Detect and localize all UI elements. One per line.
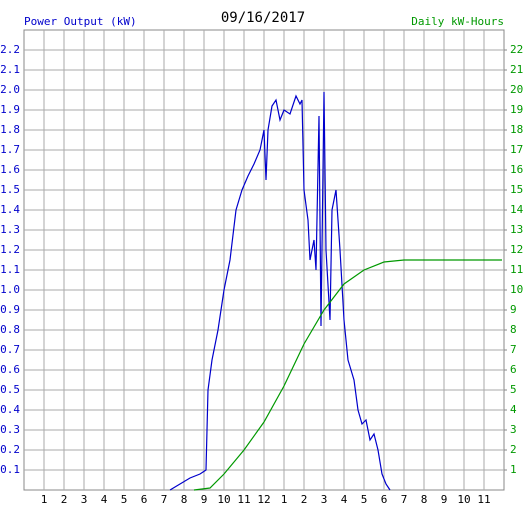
- x-tick-label: 7: [401, 493, 408, 506]
- x-tick-label: 10: [457, 493, 470, 506]
- y2-tick-label: 13: [510, 223, 523, 236]
- y-tick-label: 1.7: [0, 143, 20, 156]
- y-tick-label: 0.3: [0, 423, 20, 436]
- y2-tick-label: 15: [510, 183, 523, 196]
- y2-tick-label: 20: [510, 83, 523, 96]
- series-line: [169, 91, 391, 491]
- x-tick-label: 2: [61, 493, 68, 506]
- x-tick-label: 7: [161, 493, 168, 506]
- x-tick-label: 2: [301, 493, 308, 506]
- x-tick-label: 1: [41, 493, 48, 506]
- y2-axis-label: Daily kW-Hours: [411, 15, 504, 28]
- x-tick-label: 5: [121, 493, 128, 506]
- y-tick-label: 2.1: [0, 63, 20, 76]
- y2-tick-label: 12: [510, 243, 523, 256]
- y2-tick-label: 3: [510, 423, 517, 436]
- y-tick-label: 2.2: [0, 43, 20, 56]
- series-line: [193, 259, 502, 491]
- y-tick-label: 0.7: [0, 343, 20, 356]
- x-tick-label: 4: [341, 493, 348, 506]
- x-tick-label: 4: [101, 493, 108, 506]
- y2-tick-label: 18: [510, 123, 523, 136]
- x-tick-label: 6: [141, 493, 148, 506]
- y-tick-label: 1.1: [0, 263, 20, 276]
- y-tick-label: 0.9: [0, 303, 20, 316]
- chart-title: 09/16/2017: [221, 10, 305, 26]
- y2-tick-label: 1: [510, 463, 517, 476]
- x-tick-label: 11: [477, 493, 490, 506]
- x-tick-label: 8: [421, 493, 428, 506]
- y-tick-label: 1.6: [0, 163, 20, 176]
- y-tick-label: 0.8: [0, 323, 20, 336]
- x-tick-label: 12: [257, 493, 270, 506]
- y-tick-label: 1.0: [0, 283, 20, 296]
- y-tick-label: 1.9: [0, 103, 20, 116]
- y2-tick-label: 6: [510, 363, 517, 376]
- y-tick-label: 1.5: [0, 183, 20, 196]
- y2-tick-label: 9: [510, 303, 517, 316]
- y-tick-label: 1.3: [0, 223, 20, 236]
- y2-tick-label: 21: [510, 63, 523, 76]
- y-tick-label: 1.2: [0, 243, 20, 256]
- x-tick-label: 1: [281, 493, 288, 506]
- y-tick-label: 2.0: [0, 83, 20, 96]
- y-tick-label: 0.5: [0, 383, 20, 396]
- y2-tick-label: 7: [510, 343, 517, 356]
- x-tick-label: 8: [181, 493, 188, 506]
- y2-tick-label: 19: [510, 103, 523, 116]
- y2-tick-label: 16: [510, 163, 523, 176]
- y-tick-label: 1.8: [0, 123, 20, 136]
- y2-tick-label: 2: [510, 443, 517, 456]
- x-tick-label: 10: [217, 493, 230, 506]
- x-tick-label: 3: [81, 493, 88, 506]
- y-tick-label: 0.2: [0, 443, 20, 456]
- y2-tick-label: 17: [510, 143, 523, 156]
- x-tick-label: 9: [441, 493, 448, 506]
- x-tick-label: 11: [237, 493, 250, 506]
- x-tick-label: 9: [201, 493, 208, 506]
- y-axis-label: Power Output (kW): [24, 15, 137, 28]
- x-tick-label: 5: [361, 493, 368, 506]
- y-tick-label: 0.6: [0, 363, 20, 376]
- y2-tick-label: 10: [510, 283, 523, 296]
- y2-tick-label: 5: [510, 383, 517, 396]
- y-tick-label: 0.4: [0, 403, 20, 416]
- y-tick-label: 0.1: [0, 463, 20, 476]
- x-tick-label: 3: [321, 493, 328, 506]
- x-tick-label: 6: [381, 493, 388, 506]
- y2-tick-label: 4: [510, 403, 517, 416]
- y2-tick-label: 14: [510, 203, 524, 216]
- y-tick-label: 1.4: [0, 203, 20, 216]
- y2-tick-label: 8: [510, 323, 517, 336]
- y2-tick-label: 11: [510, 263, 523, 276]
- y2-tick-label: 22: [510, 43, 523, 56]
